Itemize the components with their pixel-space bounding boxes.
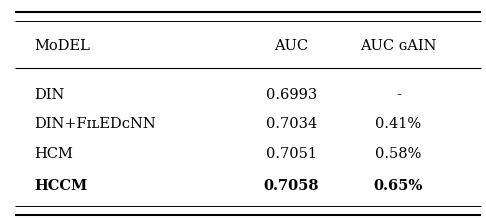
Text: 0.6993: 0.6993 xyxy=(266,88,317,102)
Text: HCCM: HCCM xyxy=(34,179,87,193)
Text: MᴏDEL: MᴏDEL xyxy=(34,39,90,53)
Text: 0.7034: 0.7034 xyxy=(266,117,317,131)
Text: 0.7051: 0.7051 xyxy=(266,147,317,161)
Text: AUC ɢAIN: AUC ɢAIN xyxy=(360,39,437,53)
Text: 0.58%: 0.58% xyxy=(375,147,422,161)
Text: AUC: AUC xyxy=(275,39,309,53)
Text: DIN+FɪʟEDᴄNN: DIN+FɪʟEDᴄNN xyxy=(34,117,156,131)
Text: -: - xyxy=(396,88,401,102)
Text: HCM: HCM xyxy=(34,147,73,161)
Text: DIN: DIN xyxy=(34,88,64,102)
Text: 0.7058: 0.7058 xyxy=(264,179,319,193)
Text: 0.65%: 0.65% xyxy=(374,179,423,193)
Text: 0.41%: 0.41% xyxy=(376,117,421,131)
